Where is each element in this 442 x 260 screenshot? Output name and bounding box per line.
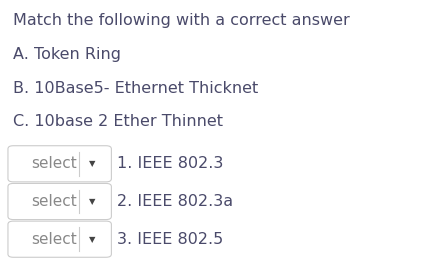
Text: select: select bbox=[31, 156, 77, 171]
Text: ▼: ▼ bbox=[89, 235, 96, 244]
Text: C. 10base 2 Ether Thinnet: C. 10base 2 Ether Thinnet bbox=[13, 114, 223, 129]
Text: ▼: ▼ bbox=[89, 197, 96, 206]
Text: select: select bbox=[31, 232, 77, 247]
FancyBboxPatch shape bbox=[8, 221, 111, 257]
FancyBboxPatch shape bbox=[8, 146, 111, 182]
Text: ▼: ▼ bbox=[89, 159, 96, 168]
Text: 3. IEEE 802.5: 3. IEEE 802.5 bbox=[117, 232, 223, 247]
Text: select: select bbox=[31, 194, 77, 209]
Text: 1. IEEE 802.3: 1. IEEE 802.3 bbox=[117, 156, 224, 171]
Text: A. Token Ring: A. Token Ring bbox=[13, 47, 121, 62]
Text: B. 10Base5- Ethernet Thicknet: B. 10Base5- Ethernet Thicknet bbox=[13, 81, 259, 96]
Text: 2. IEEE 802.3a: 2. IEEE 802.3a bbox=[117, 194, 233, 209]
FancyBboxPatch shape bbox=[8, 184, 111, 219]
Text: Match the following with a correct answer: Match the following with a correct answe… bbox=[13, 13, 350, 28]
